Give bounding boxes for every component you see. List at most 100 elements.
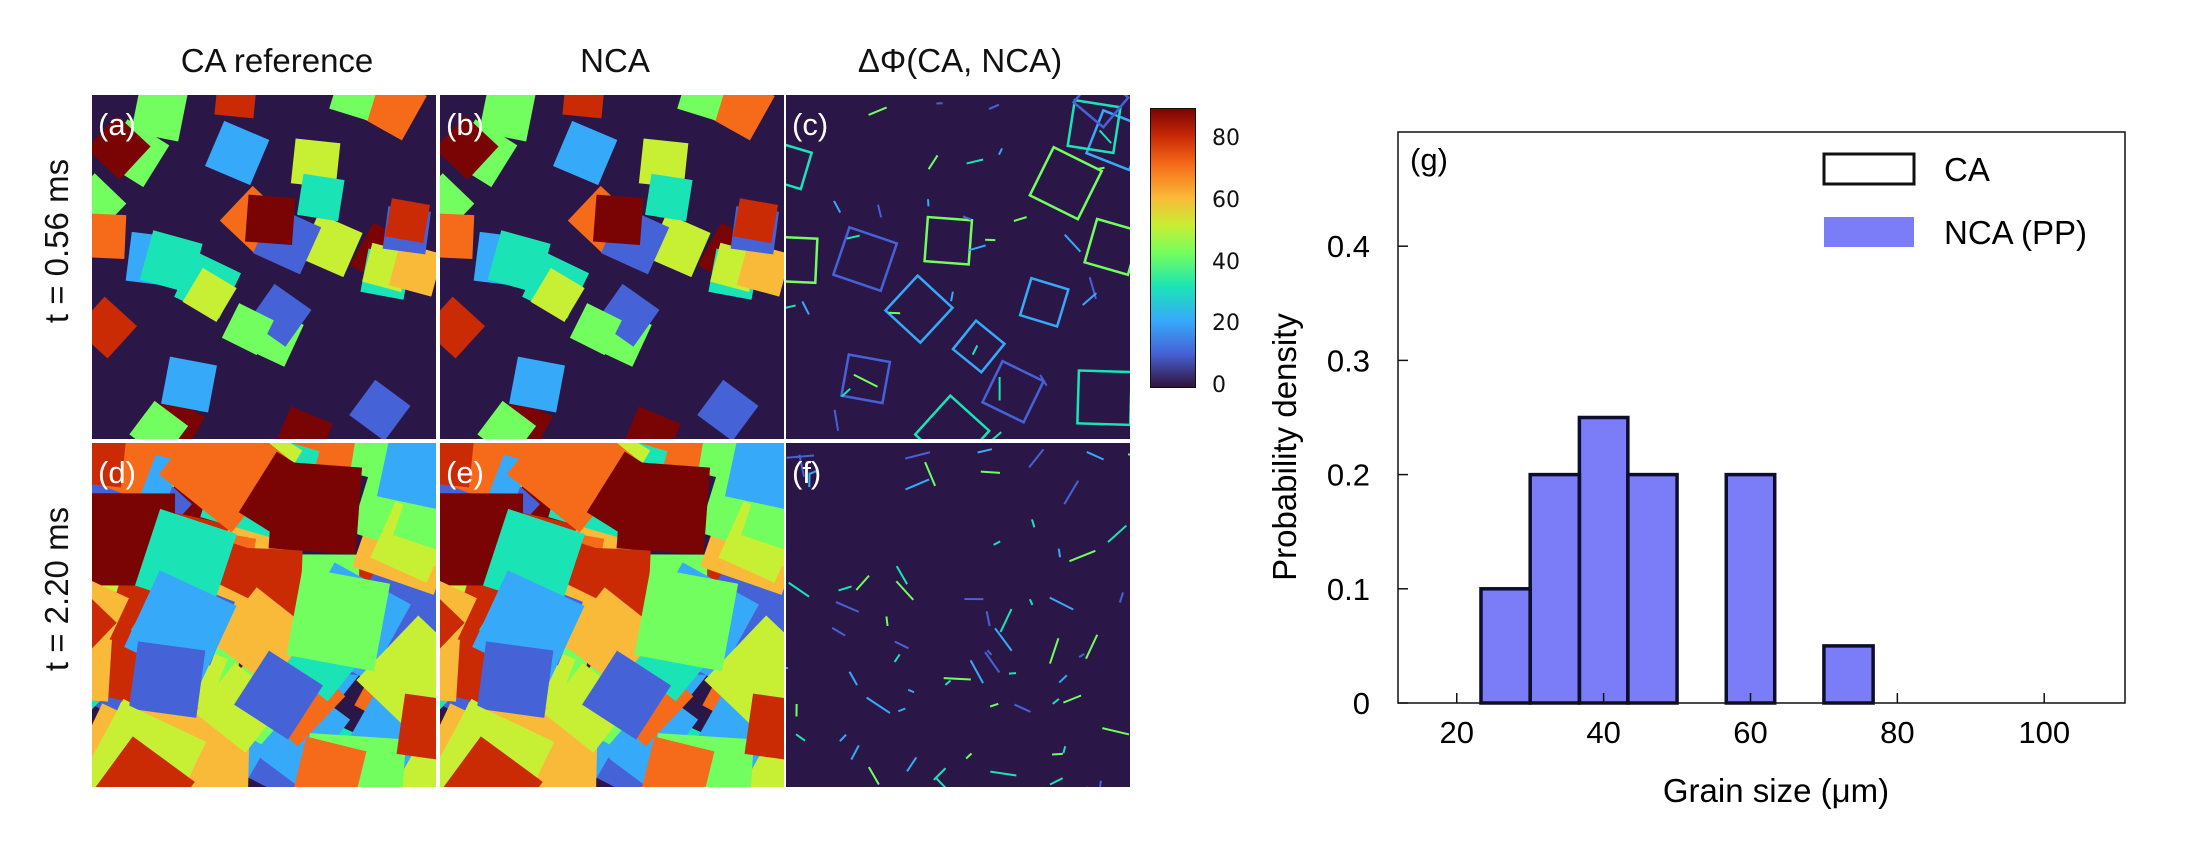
boundary-diff <box>1098 129 1112 144</box>
grain <box>182 267 237 323</box>
grain <box>268 461 363 555</box>
x-tick-label-100: 100 <box>2018 715 2070 750</box>
grain <box>440 736 543 787</box>
boundary-diff <box>1098 780 1102 787</box>
difference-map-c <box>786 95 1130 439</box>
x-tick-label-80: 80 <box>1880 715 1914 750</box>
boundary-diff <box>986 649 993 656</box>
panel-label-b: (b) <box>446 107 484 142</box>
grain <box>479 95 536 142</box>
grain-map-d <box>92 443 436 787</box>
x-tick-label-20: 20 <box>1440 715 1474 750</box>
boundary-diff <box>895 565 908 585</box>
grain <box>440 582 465 665</box>
boundary-diff <box>833 200 842 214</box>
boundary-diff <box>786 667 789 670</box>
y-tick-label-0: 0 <box>1353 686 1370 721</box>
x-axis-label: Grain size (μm) <box>1663 772 1889 809</box>
boundary-diff <box>1062 745 1067 754</box>
grain <box>530 267 585 323</box>
grain <box>616 461 711 555</box>
grain <box>553 120 618 186</box>
y-tick-label-0.3: 0.3 <box>1327 343 1370 378</box>
grain-map-a <box>92 95 436 439</box>
boundary-diff <box>866 696 891 714</box>
boundary-diff <box>944 679 952 686</box>
boundary-diff <box>835 601 860 613</box>
legend-label-ca: CA <box>1944 151 1990 188</box>
grain <box>621 406 681 439</box>
boundary-diff <box>950 291 954 302</box>
boundary-diff <box>831 225 899 293</box>
boundary-diff <box>1049 637 1060 664</box>
boundary-diff <box>1083 217 1130 277</box>
panel-label-a: (a) <box>98 107 136 142</box>
boundary-diff <box>967 244 986 252</box>
boundary-diff <box>1039 374 1048 387</box>
colorbar <box>1150 108 1196 388</box>
grain <box>645 173 693 222</box>
boundary-diff <box>977 448 993 454</box>
column-title-ca-reference: CA reference <box>180 42 374 79</box>
boundary-diff <box>786 304 796 309</box>
boundary-diff <box>1086 451 1105 461</box>
grain <box>440 296 486 359</box>
y-axis-label: Probability density <box>1266 313 1303 581</box>
boundary-diff <box>989 702 999 708</box>
grain <box>562 95 606 119</box>
legend-swatch-nca <box>1824 217 1914 247</box>
grain <box>221 303 274 356</box>
grain <box>376 443 436 511</box>
grain <box>349 379 411 439</box>
boundary-diff <box>988 103 1000 110</box>
grain-map-b <box>440 95 784 439</box>
x-tick-label-40: 40 <box>1586 715 1620 750</box>
x-tick-label-60: 60 <box>1733 715 1767 750</box>
grain <box>477 400 537 439</box>
grain <box>592 194 644 246</box>
colorbar-tick-40: 40 <box>1212 250 1240 275</box>
boundary-diff <box>1085 634 1099 660</box>
colorbar-tick-80: 80 <box>1212 126 1240 151</box>
boundary-diff <box>809 470 817 475</box>
grain <box>92 115 151 180</box>
boundary-diff <box>907 688 915 694</box>
grain <box>509 356 565 413</box>
bar-nca-6 <box>1726 474 1775 703</box>
boundary-diff <box>1082 292 1098 306</box>
grain <box>634 567 739 672</box>
grain <box>244 194 296 246</box>
boundary-diff <box>924 461 937 487</box>
boundary-diff <box>840 387 851 398</box>
boundary-diff <box>855 574 870 591</box>
boundary-diff <box>838 585 852 592</box>
boundary-diff <box>990 770 1017 777</box>
boundary-diff <box>951 318 1007 374</box>
boundary-diff <box>801 301 810 315</box>
panel-label-g: (g) <box>1410 142 1448 177</box>
boundary-diff <box>966 158 984 165</box>
grain <box>733 198 779 244</box>
panel-d-ca-map: (d) <box>92 443 436 787</box>
grain <box>704 615 784 743</box>
boundary-diff <box>846 234 860 240</box>
boundary-diff <box>933 767 947 781</box>
grain <box>440 635 460 702</box>
grain <box>396 693 436 763</box>
grain <box>214 95 258 119</box>
boundary-diff <box>853 373 878 388</box>
grain <box>582 650 672 740</box>
grain <box>286 567 391 672</box>
boundary-diff <box>1028 448 1045 468</box>
grain <box>561 587 660 687</box>
boundary-diff <box>1018 276 1070 328</box>
grain <box>297 173 345 222</box>
boundary-diff <box>1052 698 1060 705</box>
bar-nca-2 <box>1530 474 1580 703</box>
grain <box>213 587 312 687</box>
boundary-diff <box>913 393 991 439</box>
grain <box>697 379 759 439</box>
boundary-diff <box>1069 549 1096 563</box>
grain <box>234 650 324 740</box>
boundary-diff <box>971 345 979 356</box>
